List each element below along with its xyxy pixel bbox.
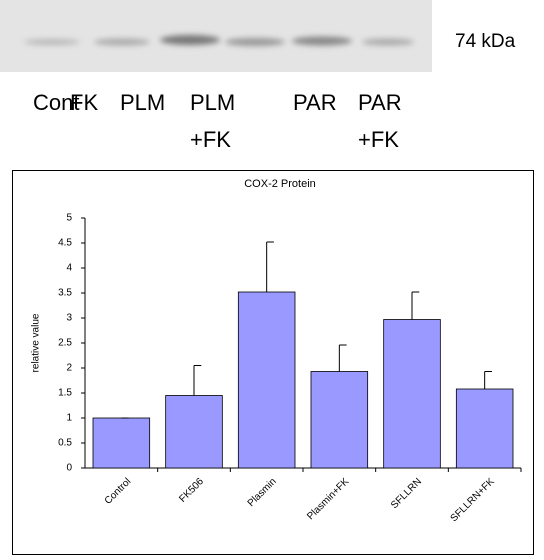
- y-tick-label: 1.5: [58, 388, 72, 399]
- error-bar: [485, 372, 492, 390]
- y-tick-label: 4: [66, 263, 72, 274]
- lane-label: FK: [70, 90, 98, 115]
- x-tick-label: Plasmin+FK: [305, 476, 351, 522]
- marker-label: 74 kDa: [455, 31, 516, 52]
- y-tick-label: 0: [66, 463, 72, 474]
- y-axis-label: relative value: [31, 313, 42, 372]
- y-tick-label: 2.5: [58, 338, 72, 349]
- x-tick-label: SFLLRN+FK: [449, 476, 497, 524]
- x-tick-label: Plasmin: [246, 476, 279, 509]
- lane-label: PAR: [293, 90, 337, 115]
- error-bar: [339, 345, 346, 372]
- y-tick-label: 2: [66, 363, 72, 374]
- chart-title: COX-2 Protein: [244, 178, 316, 190]
- y-tick-label: 0.5: [58, 438, 72, 449]
- lane-sublabel: +FK: [190, 127, 231, 152]
- bar: [456, 389, 513, 468]
- x-tick-label: Control: [103, 476, 134, 507]
- lane-label: PLM: [120, 90, 165, 115]
- bar: [166, 396, 223, 469]
- x-tick-label: FK506: [177, 476, 206, 505]
- bar: [384, 320, 441, 469]
- y-tick-label: 1: [66, 413, 72, 424]
- x-tick-label: SFLLRN: [389, 476, 424, 511]
- bar: [311, 372, 368, 469]
- y-tick-label: 5: [66, 213, 72, 224]
- blot-image: [0, 0, 432, 72]
- y-tick-label: 3: [66, 313, 72, 324]
- error-bar: [194, 366, 201, 396]
- lane-label: PAR: [358, 90, 402, 115]
- y-tick-label: 3.5: [58, 288, 72, 299]
- bar: [238, 292, 295, 468]
- lane-label: PLM: [190, 90, 235, 115]
- error-bar: [267, 242, 274, 292]
- y-tick-label: 4.5: [58, 238, 72, 249]
- lane-sublabel: +FK: [358, 127, 399, 152]
- figure: 74 kDa ContFKPLMPLMPARPAR+FK+FK COX-2 Pr…: [0, 0, 544, 555]
- bar: [93, 418, 150, 468]
- error-bar: [412, 292, 419, 320]
